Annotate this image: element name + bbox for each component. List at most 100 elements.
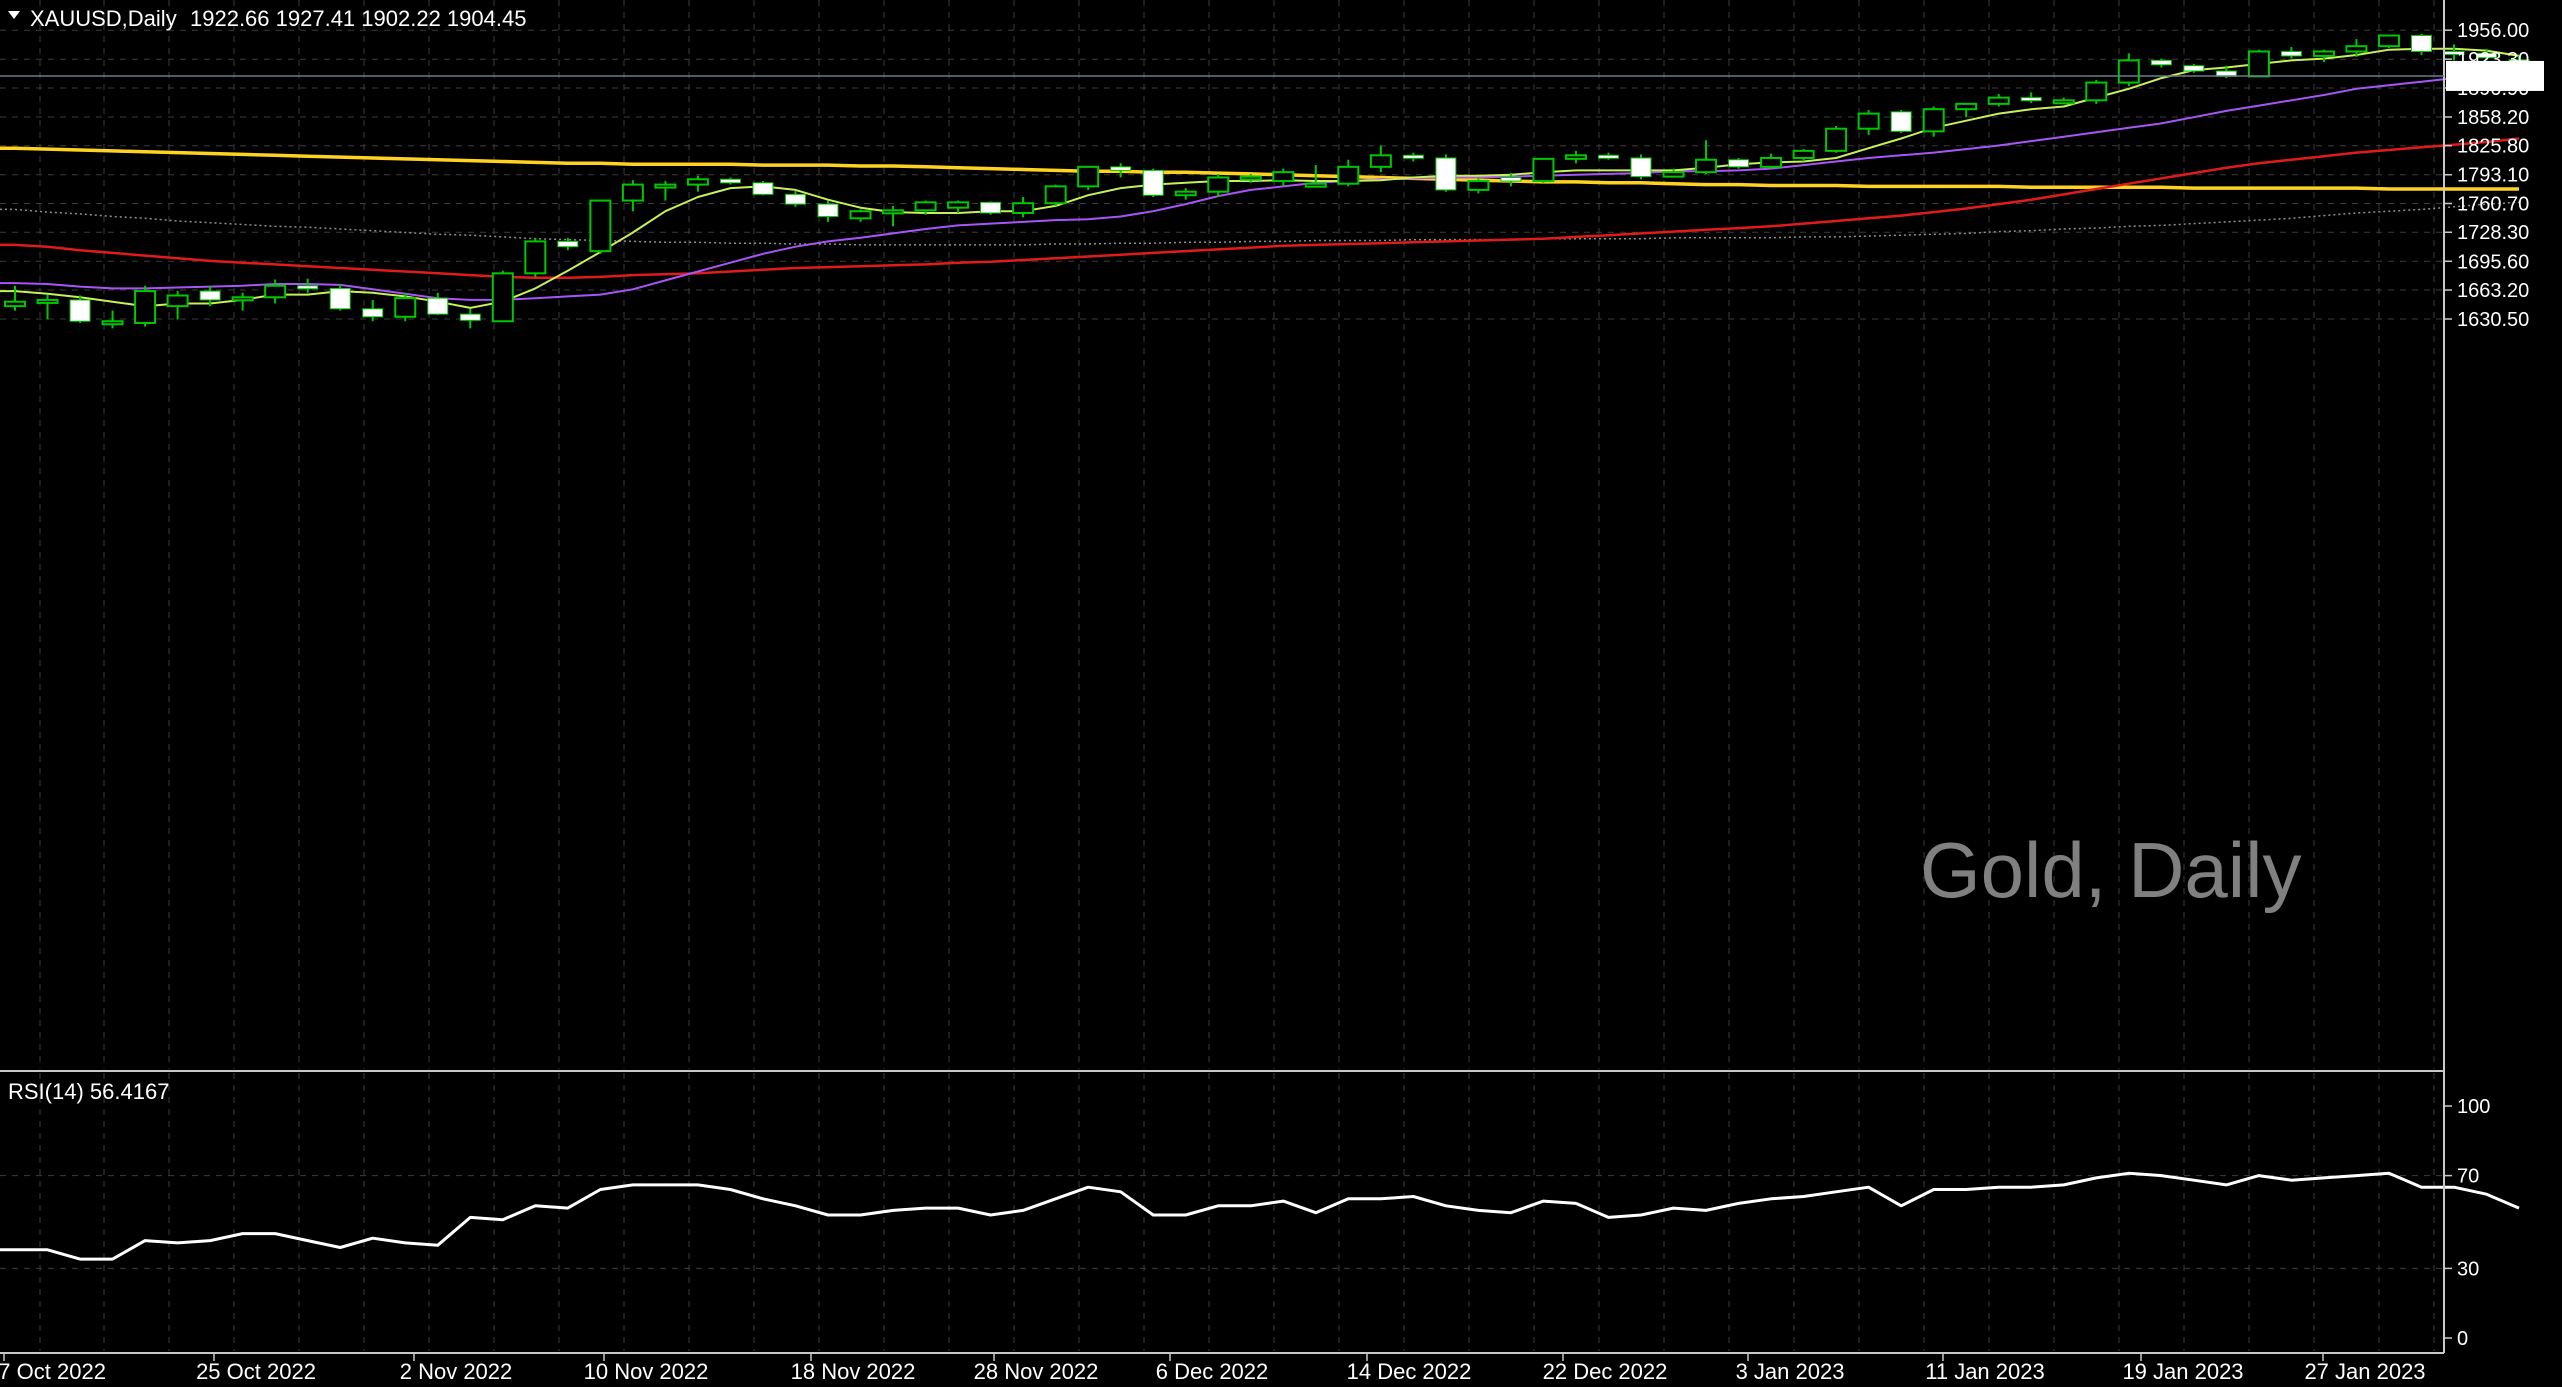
- candle: [2085, 79, 2108, 104]
- rsi-label: RSI(14) 56.4167: [8, 1079, 169, 1104]
- time-tick-label: 17 Oct 2022: [0, 1359, 106, 1384]
- candle-body-bear: [980, 201, 1002, 214]
- candle: [1174, 188, 1197, 200]
- price-tick-label: 1630.50: [2457, 309, 2529, 331]
- candle: [1792, 149, 1815, 162]
- candle: [621, 180, 644, 212]
- candle: [36, 294, 59, 320]
- candle: [719, 177, 741, 185]
- candle: [491, 270, 514, 323]
- candle: [1304, 165, 1327, 188]
- price-tick-label: 1956.00: [2457, 20, 2529, 42]
- time-tick-label: 27 Jan 2023: [2304, 1359, 2425, 1384]
- candle-body-bull: [621, 183, 644, 202]
- price-tick-label: 1695.60: [2457, 251, 2529, 273]
- candle: [524, 237, 547, 277]
- candle-body-bull: [2117, 59, 2140, 84]
- candle: [264, 279, 287, 304]
- candle-body-bear: [362, 308, 384, 318]
- candle: [1337, 159, 1360, 187]
- candle: [4, 285, 26, 311]
- candle: [752, 181, 774, 196]
- candle-body-bull: [166, 294, 189, 308]
- candle: [1077, 165, 1100, 190]
- candle: [2052, 97, 2075, 105]
- candle-body-bull: [1695, 158, 1718, 174]
- candle: [2476, 48, 2498, 61]
- candle: [134, 285, 157, 327]
- watermark: Gold, Daily: [1920, 826, 2301, 914]
- time-tick-label: 6 Dec 2022: [1156, 1359, 1269, 1384]
- candle-body-bull: [1239, 175, 1262, 181]
- candle: [297, 278, 319, 293]
- candle-body-bear: [817, 203, 839, 218]
- candle: [784, 190, 806, 207]
- candle: [1857, 110, 1880, 135]
- candle: [654, 181, 677, 201]
- candle: [1402, 152, 1424, 162]
- candle-body-bull: [1207, 176, 1230, 193]
- candle-body-bear: [297, 285, 319, 290]
- candle-body-bull: [394, 297, 417, 318]
- candle: [231, 292, 254, 311]
- candle: [1012, 197, 1035, 218]
- candle: [1890, 110, 1912, 134]
- candle-body-bull: [654, 183, 677, 189]
- rsi-tick-label: 70: [2457, 1166, 2479, 1188]
- candle: [199, 285, 221, 307]
- candle: [1987, 94, 2010, 107]
- candle: [1630, 154, 1652, 180]
- candle-body-bull: [1760, 156, 1783, 168]
- candle-body-bear: [752, 182, 774, 195]
- candle-body-bear: [2280, 50, 2302, 57]
- chart-menu-arrow-icon[interactable]: [8, 11, 20, 19]
- candle: [2150, 58, 2172, 68]
- candle: [2183, 63, 2205, 73]
- candle: [1369, 145, 1392, 173]
- price-tick-label: 1825.80: [2457, 136, 2529, 158]
- candle: [1239, 173, 1262, 183]
- candle-body-bear: [2476, 52, 2498, 59]
- candle: [101, 310, 124, 329]
- candle: [2020, 92, 2042, 103]
- candle: [914, 200, 937, 215]
- candle-body-bear: [427, 297, 449, 315]
- candle: [329, 283, 351, 311]
- candle-body-bear: [459, 313, 481, 321]
- candle-body-bull: [264, 284, 287, 299]
- candlesticks: [4, 33, 2530, 329]
- candle-body-bear: [557, 240, 579, 248]
- candle-body-bull: [1044, 185, 1067, 205]
- candle-body-bull: [686, 178, 709, 186]
- candle-body-bull: [1304, 182, 1327, 188]
- candle: [427, 292, 449, 316]
- candle-body-bull: [134, 290, 157, 325]
- candle: [1564, 150, 1587, 164]
- candle-body-bull: [849, 210, 872, 220]
- candle: [362, 299, 384, 322]
- candle: [1597, 152, 1619, 160]
- candle-body-bull: [1174, 190, 1197, 197]
- candle-body-bear: [2020, 97, 2042, 102]
- candle-body-bull: [1955, 102, 1978, 111]
- candle-body-bull: [2312, 50, 2335, 57]
- candle: [1207, 173, 1230, 198]
- candle: [1142, 168, 1164, 198]
- candle-body-bull: [1662, 171, 1685, 178]
- candle-body-bull: [1922, 108, 1945, 133]
- candle-body-bull: [2345, 45, 2368, 53]
- candle-body-bear: [719, 178, 741, 184]
- candle-body-bull: [1857, 112, 1880, 130]
- candle: [2345, 39, 2368, 57]
- candle-body-bull: [1337, 165, 1360, 185]
- candle-body-bull: [947, 201, 970, 209]
- candle: [589, 199, 612, 254]
- ma-mid-line: [0, 73, 2487, 301]
- candle: [817, 200, 839, 222]
- time-tick-label: 14 Dec 2022: [1347, 1359, 1472, 1384]
- time-tick-label: 28 Nov 2022: [974, 1359, 1099, 1384]
- candle: [849, 209, 872, 222]
- grid: [0, 0, 2444, 1351]
- candle-body-bull: [1792, 149, 1815, 159]
